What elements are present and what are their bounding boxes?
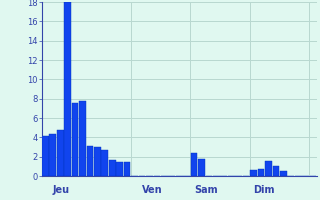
Text: Dim: Dim bbox=[253, 185, 275, 195]
Bar bbox=[265, 161, 272, 176]
Bar bbox=[198, 159, 205, 176]
Text: Jeu: Jeu bbox=[53, 185, 70, 195]
Bar bbox=[87, 146, 93, 176]
Bar bbox=[72, 103, 78, 176]
Text: Sam: Sam bbox=[194, 185, 218, 195]
Bar bbox=[250, 170, 257, 176]
Bar bbox=[124, 162, 131, 176]
Bar bbox=[57, 130, 64, 176]
Bar bbox=[116, 162, 123, 176]
Bar bbox=[49, 134, 56, 176]
Bar bbox=[273, 166, 279, 176]
Bar bbox=[79, 101, 86, 176]
Bar bbox=[191, 153, 197, 176]
Bar bbox=[42, 136, 49, 176]
Text: Ven: Ven bbox=[142, 185, 163, 195]
Bar bbox=[258, 169, 264, 176]
Bar bbox=[280, 171, 287, 176]
Bar bbox=[64, 2, 71, 176]
Bar bbox=[94, 147, 101, 176]
Bar bbox=[101, 150, 108, 176]
Bar bbox=[109, 160, 116, 176]
